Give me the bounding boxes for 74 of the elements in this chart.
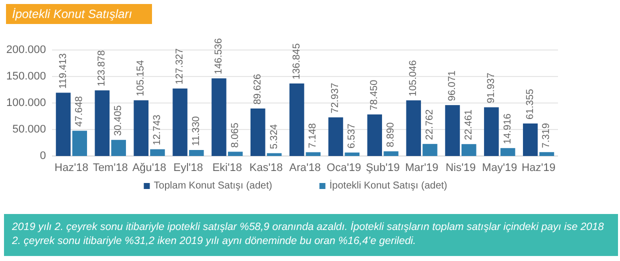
x-tick-label: Ağu'18 <box>132 162 166 174</box>
bar <box>522 123 538 156</box>
data-label: 91.937 <box>486 72 497 104</box>
x-tick-label: Eki'18 <box>212 162 242 174</box>
x-tick-label: Ara'18 <box>289 162 321 174</box>
bar <box>539 152 554 156</box>
y-tick-label: 100.000 <box>6 97 46 109</box>
bar <box>189 150 204 156</box>
y-tick-label: 200.000 <box>6 44 46 56</box>
x-tick-label: Nis'19 <box>446 162 476 174</box>
bar <box>250 108 266 156</box>
bar <box>445 105 460 156</box>
text: 2019 yılı 2. çeyrek sonu itibariyle ipotekli satışlar %58,9 oranında azaldı. İpotekli satışların toplam satışlar içindeki payı ise 2018 2. çeyrek sonu itibariyle %31,2 iken 2019 yılı aynı döneminde bu oran %16,4’e geriledi. <box>4 214 618 256</box>
chart-title: İpotekli Konut Satışları <box>12 7 132 21</box>
data-label: 105.154 <box>136 60 147 96</box>
data-label: 7.148 <box>308 122 319 148</box>
data-label: 8.890 <box>386 122 397 148</box>
data-label: 12.743 <box>152 114 163 146</box>
data-label: 72.937 <box>330 82 342 114</box>
data-label: 11.330 <box>190 116 202 146</box>
data-label: 7.319 <box>541 122 552 148</box>
x-tick-label: Oca'19 <box>326 162 362 174</box>
y-tick-label: 50.000 <box>12 124 46 136</box>
data-label: 105.046 <box>408 60 420 96</box>
data-label: 8.065 <box>230 122 241 148</box>
bar <box>462 144 476 156</box>
bar <box>500 148 516 156</box>
bar <box>422 144 438 156</box>
legend-label: Toplam Konut Satışı (adet) <box>154 180 272 192</box>
data-label: 127.327 <box>174 48 186 85</box>
data-label: 61.355 <box>524 88 536 120</box>
data-label: 22.762 <box>424 108 436 140</box>
bar <box>134 100 148 156</box>
data-label: 47.648 <box>74 96 86 127</box>
legend-label: İpotekli Konut Satışı (adet) <box>329 180 448 192</box>
data-label: 6.537 <box>346 123 358 149</box>
data-label: 30.405 <box>113 104 124 136</box>
bar <box>111 140 126 156</box>
data-label: 22.461 <box>463 109 474 140</box>
data-label: 123.878 <box>96 50 108 86</box>
x-tick-label: Kas'18 <box>249 162 283 174</box>
x-tick-label: Haz'18 <box>54 162 88 174</box>
x-tick-label: Tem'18 <box>92 162 128 174</box>
y-tick-label: 150.000 <box>6 70 46 82</box>
bar <box>150 149 165 156</box>
bar <box>344 152 360 156</box>
bar <box>384 151 398 156</box>
bar <box>406 100 421 156</box>
data-label: 96.071 <box>447 70 458 102</box>
data-label: 146.536 <box>213 38 224 74</box>
x-tick-label: Mar'19 <box>405 162 438 174</box>
data-label: 78.450 <box>369 79 380 110</box>
data-label: 14.916 <box>502 113 514 144</box>
bar <box>367 114 382 156</box>
bar <box>484 107 499 156</box>
bar <box>328 117 344 156</box>
data-label: 5.324 <box>268 124 280 150</box>
bar <box>306 152 321 156</box>
bar <box>94 90 110 156</box>
bar <box>266 153 282 156</box>
x-tick-label: May'19 <box>482 162 518 174</box>
data-label: 89.626 <box>252 73 264 104</box>
x-tick-label: Eyl'18 <box>173 162 204 174</box>
bar <box>172 88 188 156</box>
bar <box>212 78 226 156</box>
bar <box>228 152 243 156</box>
bar <box>72 130 88 156</box>
data-label: 136.845 <box>291 42 302 80</box>
bar <box>56 92 71 156</box>
y-tick-label: 0 <box>40 150 46 162</box>
data-label: 119.413 <box>58 52 69 89</box>
x-tick-label: Şub'19 <box>366 162 400 174</box>
x-tick-label: Haz'19 <box>522 162 556 174</box>
bar <box>289 83 304 156</box>
